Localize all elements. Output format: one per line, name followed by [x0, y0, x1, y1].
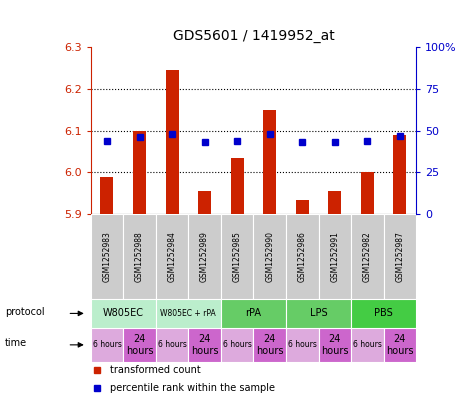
Text: percentile rank within the sample: percentile rank within the sample	[110, 383, 275, 393]
Text: GSM1252984: GSM1252984	[167, 231, 177, 282]
Text: GSM1252986: GSM1252986	[298, 231, 307, 282]
Bar	[319, 328, 351, 362]
Bar	[188, 328, 221, 362]
Text: protocol: protocol	[5, 307, 44, 317]
Bar	[319, 214, 351, 299]
Text: GSM1252989: GSM1252989	[200, 231, 209, 282]
Text: GSM1252990: GSM1252990	[265, 231, 274, 282]
Text: time: time	[5, 338, 27, 348]
Bar	[100, 176, 113, 214]
Bar	[351, 299, 416, 328]
Bar	[221, 328, 253, 362]
Bar	[384, 214, 416, 299]
Bar	[221, 214, 253, 299]
Text: 24
hours: 24 hours	[256, 334, 284, 356]
Bar	[384, 328, 416, 362]
Text: 24
hours: 24 hours	[321, 334, 349, 356]
Bar	[91, 214, 123, 299]
Bar	[156, 328, 188, 362]
Bar	[156, 299, 221, 328]
Bar	[286, 214, 319, 299]
Bar	[286, 328, 319, 362]
Bar	[393, 135, 406, 214]
Bar	[166, 70, 179, 214]
Bar	[123, 328, 156, 362]
Bar	[351, 214, 384, 299]
Bar	[231, 158, 244, 214]
Text: 6 hours: 6 hours	[353, 340, 382, 349]
Text: 6 hours: 6 hours	[93, 340, 121, 349]
Bar	[91, 328, 123, 362]
Bar	[263, 110, 276, 214]
Bar	[361, 173, 374, 214]
Bar	[286, 299, 351, 328]
Bar	[253, 214, 286, 299]
Text: W805EC: W805EC	[103, 309, 144, 318]
Text: GSM1252983: GSM1252983	[102, 231, 112, 282]
Bar	[296, 200, 309, 214]
Bar	[156, 214, 188, 299]
Text: W805EC + rPA: W805EC + rPA	[160, 309, 216, 318]
Text: 6 hours: 6 hours	[158, 340, 186, 349]
Text: 24
hours: 24 hours	[126, 334, 153, 356]
Text: GSM1252987: GSM1252987	[395, 231, 405, 282]
Text: 24
hours: 24 hours	[191, 334, 219, 356]
Text: 6 hours: 6 hours	[223, 340, 252, 349]
Bar	[188, 214, 221, 299]
Bar	[133, 131, 146, 214]
Text: rPA: rPA	[246, 309, 261, 318]
Bar	[123, 214, 156, 299]
Bar	[221, 299, 286, 328]
Text: GSM1252985: GSM1252985	[232, 231, 242, 282]
Text: LPS: LPS	[310, 309, 327, 318]
Text: GSM1252991: GSM1252991	[330, 231, 339, 282]
Text: GSM1252988: GSM1252988	[135, 231, 144, 282]
Bar	[91, 299, 156, 328]
Text: 6 hours: 6 hours	[288, 340, 317, 349]
Bar	[328, 191, 341, 214]
Bar	[253, 328, 286, 362]
Title: GDS5601 / 1419952_at: GDS5601 / 1419952_at	[173, 29, 334, 43]
Text: GSM1252982: GSM1252982	[363, 231, 372, 282]
Bar	[351, 328, 384, 362]
Text: PBS: PBS	[374, 309, 393, 318]
Text: 24
hours: 24 hours	[386, 334, 414, 356]
Bar	[198, 191, 211, 214]
Text: transformed count: transformed count	[110, 365, 201, 375]
